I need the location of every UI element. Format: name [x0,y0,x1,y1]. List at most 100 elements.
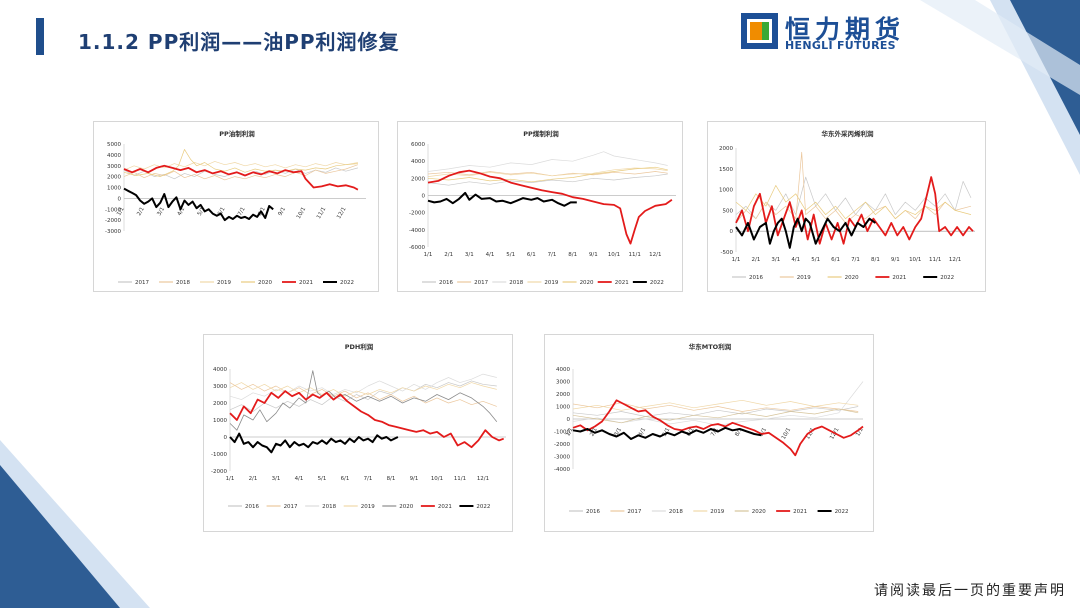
y-tick-label: 0 [422,194,426,200]
series-line-2021 [735,176,974,245]
x-tick-label: 9/1 [410,476,419,482]
chart-title: PDH利润 [345,342,374,351]
chart-mto-profit-plot: 华东MTO利润 4000 3000 2000 1000 0 -1000 -2000 -3000 -… [554,342,865,515]
y-tick-label: 0 [118,196,122,202]
x-tick-label: 1/1 [855,427,865,438]
x-tick-label: 6/1 [341,476,350,482]
series-line-2021 [229,390,505,449]
x-tick-label: 5/1 [318,476,327,482]
legend-label: 2021 [793,509,807,515]
legend-label: 2019 [710,509,724,515]
legend-label: 2019 [361,504,375,510]
x-tick-label: 11/1 [454,476,466,482]
series-line-2021 [572,399,864,457]
x-tick-label: 7/1 [237,206,247,217]
x-tick-label: 1/1 [226,476,235,482]
y-tick-label: 2000 [411,176,425,182]
y-tick-label: 4000 [107,153,121,159]
x-tick-label: 10/1 [608,252,620,258]
y-tick-label: 1000 [107,186,121,192]
y-tick-label: -1000 [554,430,570,436]
series-line-2022 [735,217,876,249]
logo-english-name: HENGLI FUTURES [785,39,896,52]
legend-label: 2020 [580,280,594,286]
x-tick-label: 7/1 [710,427,720,438]
legend-label: 2019 [217,280,231,286]
series-line-2021 [427,169,673,245]
x-tick-label: 11/1 [316,206,327,220]
legend-label: 2020 [845,275,859,281]
series-line-2018 [229,373,497,400]
legend-label: 2017 [284,504,298,510]
x-tick-label: 2/1 [751,257,760,263]
x-tick-label: 3/1 [272,476,281,482]
x-tick-label: 9/1 [277,206,287,217]
legend-label: 2017 [627,509,641,515]
legend-label: 2021 [892,275,906,281]
x-tick-label: 10/1 [909,257,921,263]
x-tick-label: 9/1 [589,252,598,258]
legend-label: 2018 [669,509,683,515]
legend-label: 2016 [245,504,259,510]
x-tick-label: 3/1 [613,427,623,438]
disclaimer-footer: 请阅读最后一页的重要声明 [874,583,1066,599]
x-tick-label: 4/1 [638,427,648,438]
legend-label: 2020 [399,504,413,510]
series-line-2019 [427,167,668,177]
series-line-2019 [229,382,497,397]
legend-label: 2020 [752,509,766,515]
x-tick-label: 10/1 [296,206,307,220]
legend-label: 2016 [439,280,453,286]
y-tick-label: 4000 [556,367,570,373]
series-line-2020 [572,408,859,424]
series-line-2016 [229,380,497,412]
chart-pdh-profit: PDH利润 4000 3000 2000 1000 0 -1000 -2000 1/1 2/1 3/… [203,334,513,532]
y-tick-label: 4000 [411,159,425,165]
x-tick-label: 8/1 [387,476,396,482]
y-tick-label: 2000 [556,392,570,398]
x-tick-label: 3/1 [465,252,474,258]
series-line-2016 [427,173,668,186]
y-tick-label: -6000 [409,245,425,251]
y-tick-label: 4000 [213,367,227,373]
series-line-2020 [427,166,668,183]
legend-label: 2019 [797,275,811,281]
x-tick-label: 5/1 [506,252,515,258]
x-tick-label: 4/1 [295,476,304,482]
x-tick-label: 12/1 [477,476,489,482]
x-tick-label: 6/1 [831,257,840,263]
y-tick-label: 500 [723,208,734,214]
series-line-2020 [123,149,358,177]
x-tick-label: 11/1 [628,252,640,258]
x-tick-label: 2/1 [136,206,146,217]
chart-pp-oil-profit-plot: PP油制利润 5000 4000 3000 2000 1000 0 -1000 -2000 -30… [105,129,366,286]
series-line-2019 [572,399,859,411]
series-line-2022 [572,426,762,440]
x-tick-label: 5/1 [811,257,820,263]
x-tick-label: 12/1 [336,206,347,220]
legend-label: 2021 [299,280,313,286]
y-tick-label: -2000 [554,442,570,448]
y-tick-label: 3000 [556,380,570,386]
y-tick-label: 0 [730,229,734,235]
series-line-2018 [123,164,359,181]
company-logo: 恒力期货 HENGLI FUTURES [741,10,911,52]
legend-label: 2016 [749,275,763,281]
x-tick-label: 1/1 [732,257,741,263]
series-line-2020 [735,185,972,220]
legend-label: 2022 [340,280,354,286]
x-tick-label: 3/1 [771,257,780,263]
x-tick-label: 1/1 [565,427,575,438]
x-tick-label: 12/1 [949,257,961,263]
x-tick-label: 6/1 [527,252,536,258]
legend-label: 2021 [438,504,452,510]
x-tick-label: 7/1 [548,252,557,258]
y-tick-label: -4000 [409,228,425,234]
legend-label: 2017 [135,280,149,286]
chart-title: 华东MTO利润 [689,342,732,351]
y-tick-label: 1500 [719,167,733,173]
legend-label: 2018 [509,280,523,286]
chart-title: 华东外采丙烯利润 [822,129,875,138]
